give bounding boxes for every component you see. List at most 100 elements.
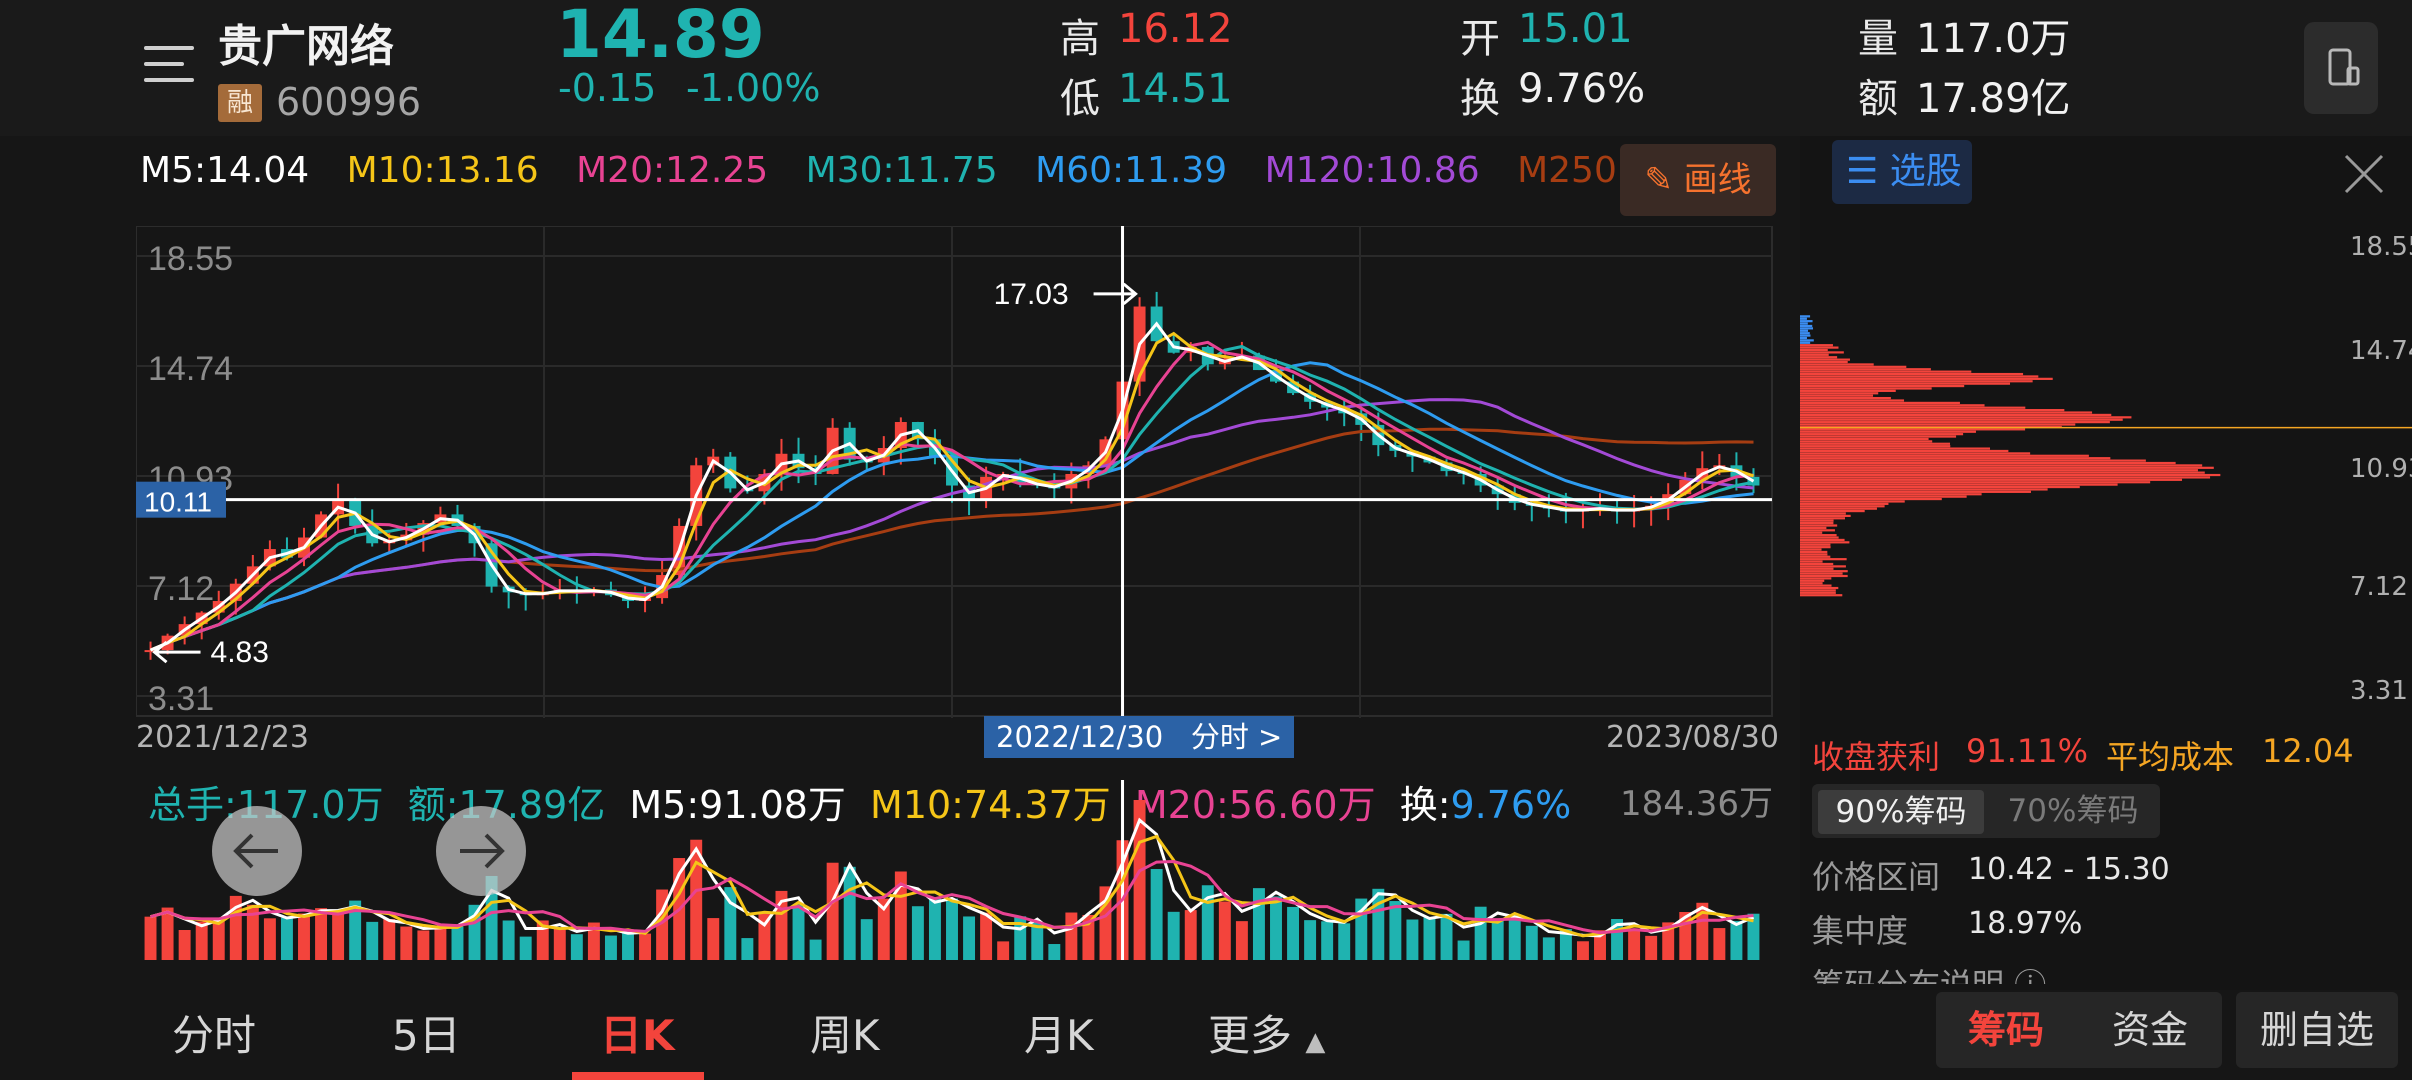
volume-bar <box>1730 920 1743 960</box>
tab-5day[interactable]: 5日 <box>392 1011 461 1060</box>
volume-bar <box>860 919 873 960</box>
volume-bar <box>1338 923 1351 960</box>
chip-bar <box>1800 562 1834 566</box>
concentration-value: 18.97% <box>1968 906 2083 941</box>
volume-bar <box>1628 928 1641 960</box>
chip-bar <box>1800 495 1967 498</box>
crosshair-date-tag[interactable]: 2022/12/30 分时 > <box>984 716 1295 758</box>
chip-toggle-button[interactable]: 筹码 <box>1967 1008 2044 1052</box>
chip-bar <box>1800 440 1933 443</box>
chip-bar <box>1800 493 1982 496</box>
m10-line <box>149 331 1754 652</box>
stock-name: 贵广网络 <box>218 21 394 72</box>
volume-max: 184.36万 <box>1620 784 1773 824</box>
open-label: 开 <box>1460 16 1500 62</box>
chip-bar <box>1800 392 1879 395</box>
volume-bar <box>195 921 208 960</box>
chip-bar <box>1800 363 1874 366</box>
price-change: -0.15 <box>558 66 657 110</box>
chip-bar <box>1800 358 1850 361</box>
tab-90-chips[interactable]: 90%筹码 <box>1818 790 1984 834</box>
tab-daily-k[interactable]: 日K <box>600 1011 675 1060</box>
tab-70-chips[interactable]: 70%筹码 <box>2007 793 2139 829</box>
chip-bar <box>1800 553 1828 556</box>
intraday-link[interactable]: 分时 > <box>1190 720 1283 754</box>
volume-bar <box>1662 922 1675 960</box>
chip-bar <box>1800 483 2118 486</box>
high-label: 高 <box>1060 16 1100 62</box>
chip-bar <box>1800 565 1846 568</box>
volume-label: 量 <box>1858 16 1898 62</box>
chip-bar <box>1800 356 1838 359</box>
volume-bar <box>1184 910 1197 960</box>
amount-label: 额 <box>1858 76 1898 122</box>
draw-line-button[interactable]: ✎ 画线 <box>1620 144 1776 216</box>
chip-bar <box>1800 380 2033 383</box>
volume-bar <box>843 866 856 960</box>
volume-bar <box>1696 902 1709 960</box>
volume-bar <box>1747 913 1760 960</box>
min-price-marker: 4.83 <box>211 636 269 669</box>
chip-bar <box>1800 473 2221 477</box>
chip-bar <box>1800 538 1845 542</box>
volume-bar <box>263 918 276 960</box>
chip-bar <box>1800 514 1851 517</box>
chip-bar <box>1800 485 2080 489</box>
chip-explain-link[interactable]: 筹码分布说明 ⓘ <box>1812 960 2046 984</box>
chip-histogram <box>1800 315 2412 597</box>
last-price: 14.89 <box>556 0 765 73</box>
volume-bar <box>280 917 293 960</box>
volume-bar <box>1508 914 1521 960</box>
arrow-left-icon <box>233 833 278 869</box>
volume-bar <box>1082 914 1095 960</box>
chip-bar <box>1800 341 1811 344</box>
high-value: 16.12 <box>1118 6 1233 52</box>
volume-turnover-label: 换: <box>1399 783 1451 827</box>
chip-bar <box>1800 447 1991 450</box>
volume-bar <box>1594 930 1606 960</box>
chip-bar <box>1800 433 1964 436</box>
menu-icon[interactable] <box>144 44 194 86</box>
chip-bar <box>1800 534 1837 537</box>
chip-bar <box>1800 329 1809 332</box>
chip-bar <box>1800 421 2110 424</box>
chip-bar <box>1800 457 2111 460</box>
volume-bar <box>1559 929 1572 960</box>
volume-bar <box>536 920 549 960</box>
chip-bar <box>1800 365 1907 368</box>
chip-bar <box>1800 500 1905 503</box>
chip-fund-toggle <box>1936 992 2222 1068</box>
chip-bar <box>1800 464 2203 467</box>
volume-bar <box>1150 869 1163 960</box>
fund-toggle-button[interactable]: 资金 <box>2111 1008 2188 1052</box>
chip-bar <box>1800 442 1951 445</box>
chip-bar <box>1800 461 2176 465</box>
scroll-left-button[interactable] <box>212 806 302 896</box>
close-icon[interactable] <box>2340 150 2388 198</box>
min-arrow-icon <box>152 640 201 664</box>
volume-bar <box>1389 901 1402 960</box>
chip-bar <box>1800 368 1931 371</box>
tab-intraday[interactable]: 分时 <box>172 1011 257 1060</box>
remove-favorite-button[interactable]: 删自选 <box>2236 992 2398 1068</box>
m60-line <box>149 361 1754 652</box>
low-value: 14.51 <box>1118 66 1233 112</box>
stock-picker-button[interactable]: ☰ 选股 <box>1832 140 1972 204</box>
device-switch-button[interactable] <box>2304 22 2378 114</box>
turnover-label: 换 <box>1460 76 1500 122</box>
volume-bar <box>1491 919 1504 960</box>
scroll-right-button[interactable] <box>436 806 526 896</box>
tab-weekly-k[interactable]: 周K <box>810 1011 880 1060</box>
chip-bar <box>1800 570 1848 573</box>
volume-bar <box>928 898 941 960</box>
quote-header <box>0 0 2412 136</box>
chip-bar <box>1800 560 1823 563</box>
tab-more[interactable]: 更多 ▲ <box>1208 1002 1325 1063</box>
chip-bar <box>1800 589 1836 592</box>
chip-bar <box>1800 360 1848 364</box>
tab-monthly-k[interactable]: 月K <box>1024 1011 1094 1060</box>
chip-bar <box>1800 346 1839 349</box>
volume-chart[interactable] <box>136 780 1776 960</box>
chip-bar <box>1800 526 1827 530</box>
